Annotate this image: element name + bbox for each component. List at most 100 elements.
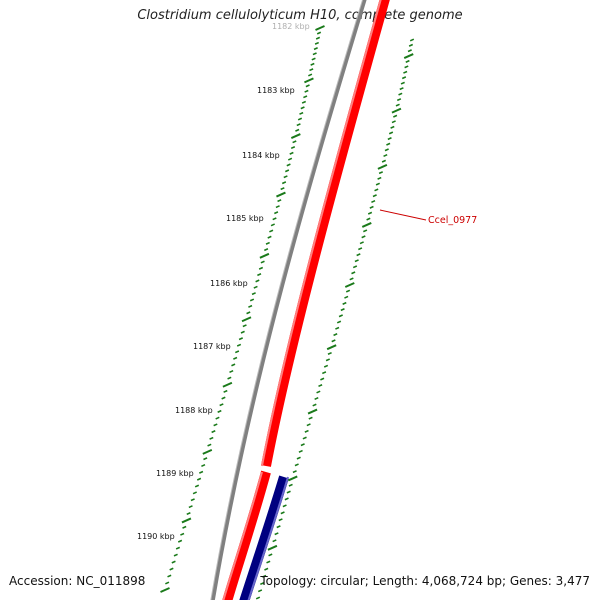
tick-left-minor xyxy=(203,457,208,461)
tick-left-minor xyxy=(308,73,313,77)
tick-right-minor xyxy=(280,511,285,515)
tick-right-minor xyxy=(396,98,402,102)
tick-right-major xyxy=(403,53,414,59)
tick-left-minor xyxy=(211,430,216,434)
tick-left-minor xyxy=(167,574,172,578)
tick-left-minor xyxy=(215,416,220,420)
tick-right-minor xyxy=(320,377,325,381)
tick-right-minor xyxy=(321,371,327,375)
tick-left-minor xyxy=(297,117,303,121)
tick-right-minor xyxy=(316,390,321,394)
tick-right-minor xyxy=(314,396,319,401)
tick-left-minor xyxy=(233,356,238,360)
tick-right-minor xyxy=(344,295,349,299)
accession-text: Accession: NC_011898 xyxy=(9,574,146,588)
tick-right-major xyxy=(267,544,278,551)
tick-left-minor xyxy=(192,491,198,495)
tick-left-minor xyxy=(270,223,275,227)
tick-right-minor xyxy=(405,59,410,63)
tick-right-minor xyxy=(358,247,363,251)
tick-left-major xyxy=(202,448,213,455)
tick-left-minor xyxy=(280,187,285,191)
tick-right-minor xyxy=(372,194,377,198)
tick-right-major xyxy=(391,107,402,114)
tick-right-minor xyxy=(266,560,271,564)
tick-right-minor xyxy=(388,131,394,135)
tick-right-minor xyxy=(276,525,281,529)
tick-left-minor xyxy=(255,279,260,283)
tick-right-major xyxy=(361,222,372,228)
tick-left-minor xyxy=(316,31,322,35)
tick-left-minor xyxy=(182,525,187,529)
tick-left-minor xyxy=(264,248,269,252)
tick-label-1188: 1188 kbp xyxy=(175,406,213,415)
tick-left-major xyxy=(241,316,252,323)
tick-left-minor xyxy=(231,363,236,367)
tick-track-left xyxy=(160,25,325,593)
tick-left-minor xyxy=(213,423,218,427)
tick-right-minor xyxy=(375,182,381,186)
tick-right-major xyxy=(287,475,298,482)
genome-summary-text: Topology: circular; Length: 4,068,724 bp… xyxy=(260,574,590,588)
tick-left-major xyxy=(160,587,170,593)
tick-right-minor xyxy=(335,326,340,330)
tick-left-minor xyxy=(292,140,297,144)
tick-right-minor xyxy=(403,70,408,74)
tick-right-major xyxy=(344,282,355,288)
gene-label-ccel-0977[interactable]: Ccel_0977 xyxy=(428,215,477,226)
tick-left-minor xyxy=(272,217,277,221)
tick-right-minor xyxy=(349,277,354,281)
tick-right-minor xyxy=(292,470,297,474)
tick-right-minor xyxy=(340,308,345,312)
tick-right-minor xyxy=(284,497,289,501)
tick-left-minor xyxy=(300,106,305,110)
tick-left-minor xyxy=(240,330,245,334)
tick-left-minor xyxy=(303,95,308,99)
tick-right-minor xyxy=(336,320,342,324)
tick-left-minor xyxy=(283,175,288,179)
tick-left-minor xyxy=(171,560,176,564)
tick-left-minor xyxy=(190,498,195,502)
tick-left-major xyxy=(222,381,233,388)
tick-label-1190: 1190 kbp xyxy=(137,532,175,541)
forward-gene-ccel-0977[interactable] xyxy=(261,0,390,467)
tick-left-minor xyxy=(295,128,300,132)
tick-left-minor xyxy=(258,266,264,270)
tick-left-minor xyxy=(309,68,314,72)
tick-left-minor xyxy=(229,369,234,374)
tick-label-1184: 1184 kbp xyxy=(242,151,280,160)
tick-right-minor xyxy=(371,199,376,204)
tick-left-minor xyxy=(236,343,242,347)
tick-left-minor xyxy=(209,436,214,440)
tick-left-minor xyxy=(165,581,170,585)
tick-label-1189: 1189 kbp xyxy=(156,469,194,478)
tick-left-minor xyxy=(175,546,181,550)
tick-left-minor xyxy=(169,567,174,571)
tick-left-minor xyxy=(310,62,315,66)
reverse-gene[interactable] xyxy=(239,475,289,600)
tick-left-minor xyxy=(314,41,320,45)
tick-right-minor xyxy=(304,429,309,433)
tick-left-major xyxy=(315,25,325,31)
tick-left-minor xyxy=(287,157,293,161)
tick-left-minor xyxy=(196,477,202,481)
tick-left-minor xyxy=(194,484,200,488)
tick-right-minor xyxy=(363,229,368,233)
tick-left-minor xyxy=(180,532,185,536)
tick-right-minor xyxy=(331,339,336,343)
tick-left-minor xyxy=(305,84,310,88)
tick-left-minor xyxy=(284,169,290,173)
tick-right-minor xyxy=(272,539,277,543)
tick-right-minor xyxy=(257,589,263,593)
tick-right-minor xyxy=(393,114,398,118)
tick-right-minor xyxy=(262,574,267,578)
tick-right-minor xyxy=(399,87,404,91)
tick-right-minor xyxy=(312,403,317,407)
tick-right-minor xyxy=(383,153,388,158)
tick-right-minor xyxy=(409,38,415,42)
tick-label-1182: 1182 kbp xyxy=(272,22,310,31)
tick-right-minor xyxy=(345,289,351,293)
forward-gene-lower[interactable] xyxy=(222,470,271,600)
tick-right-minor xyxy=(367,211,373,215)
